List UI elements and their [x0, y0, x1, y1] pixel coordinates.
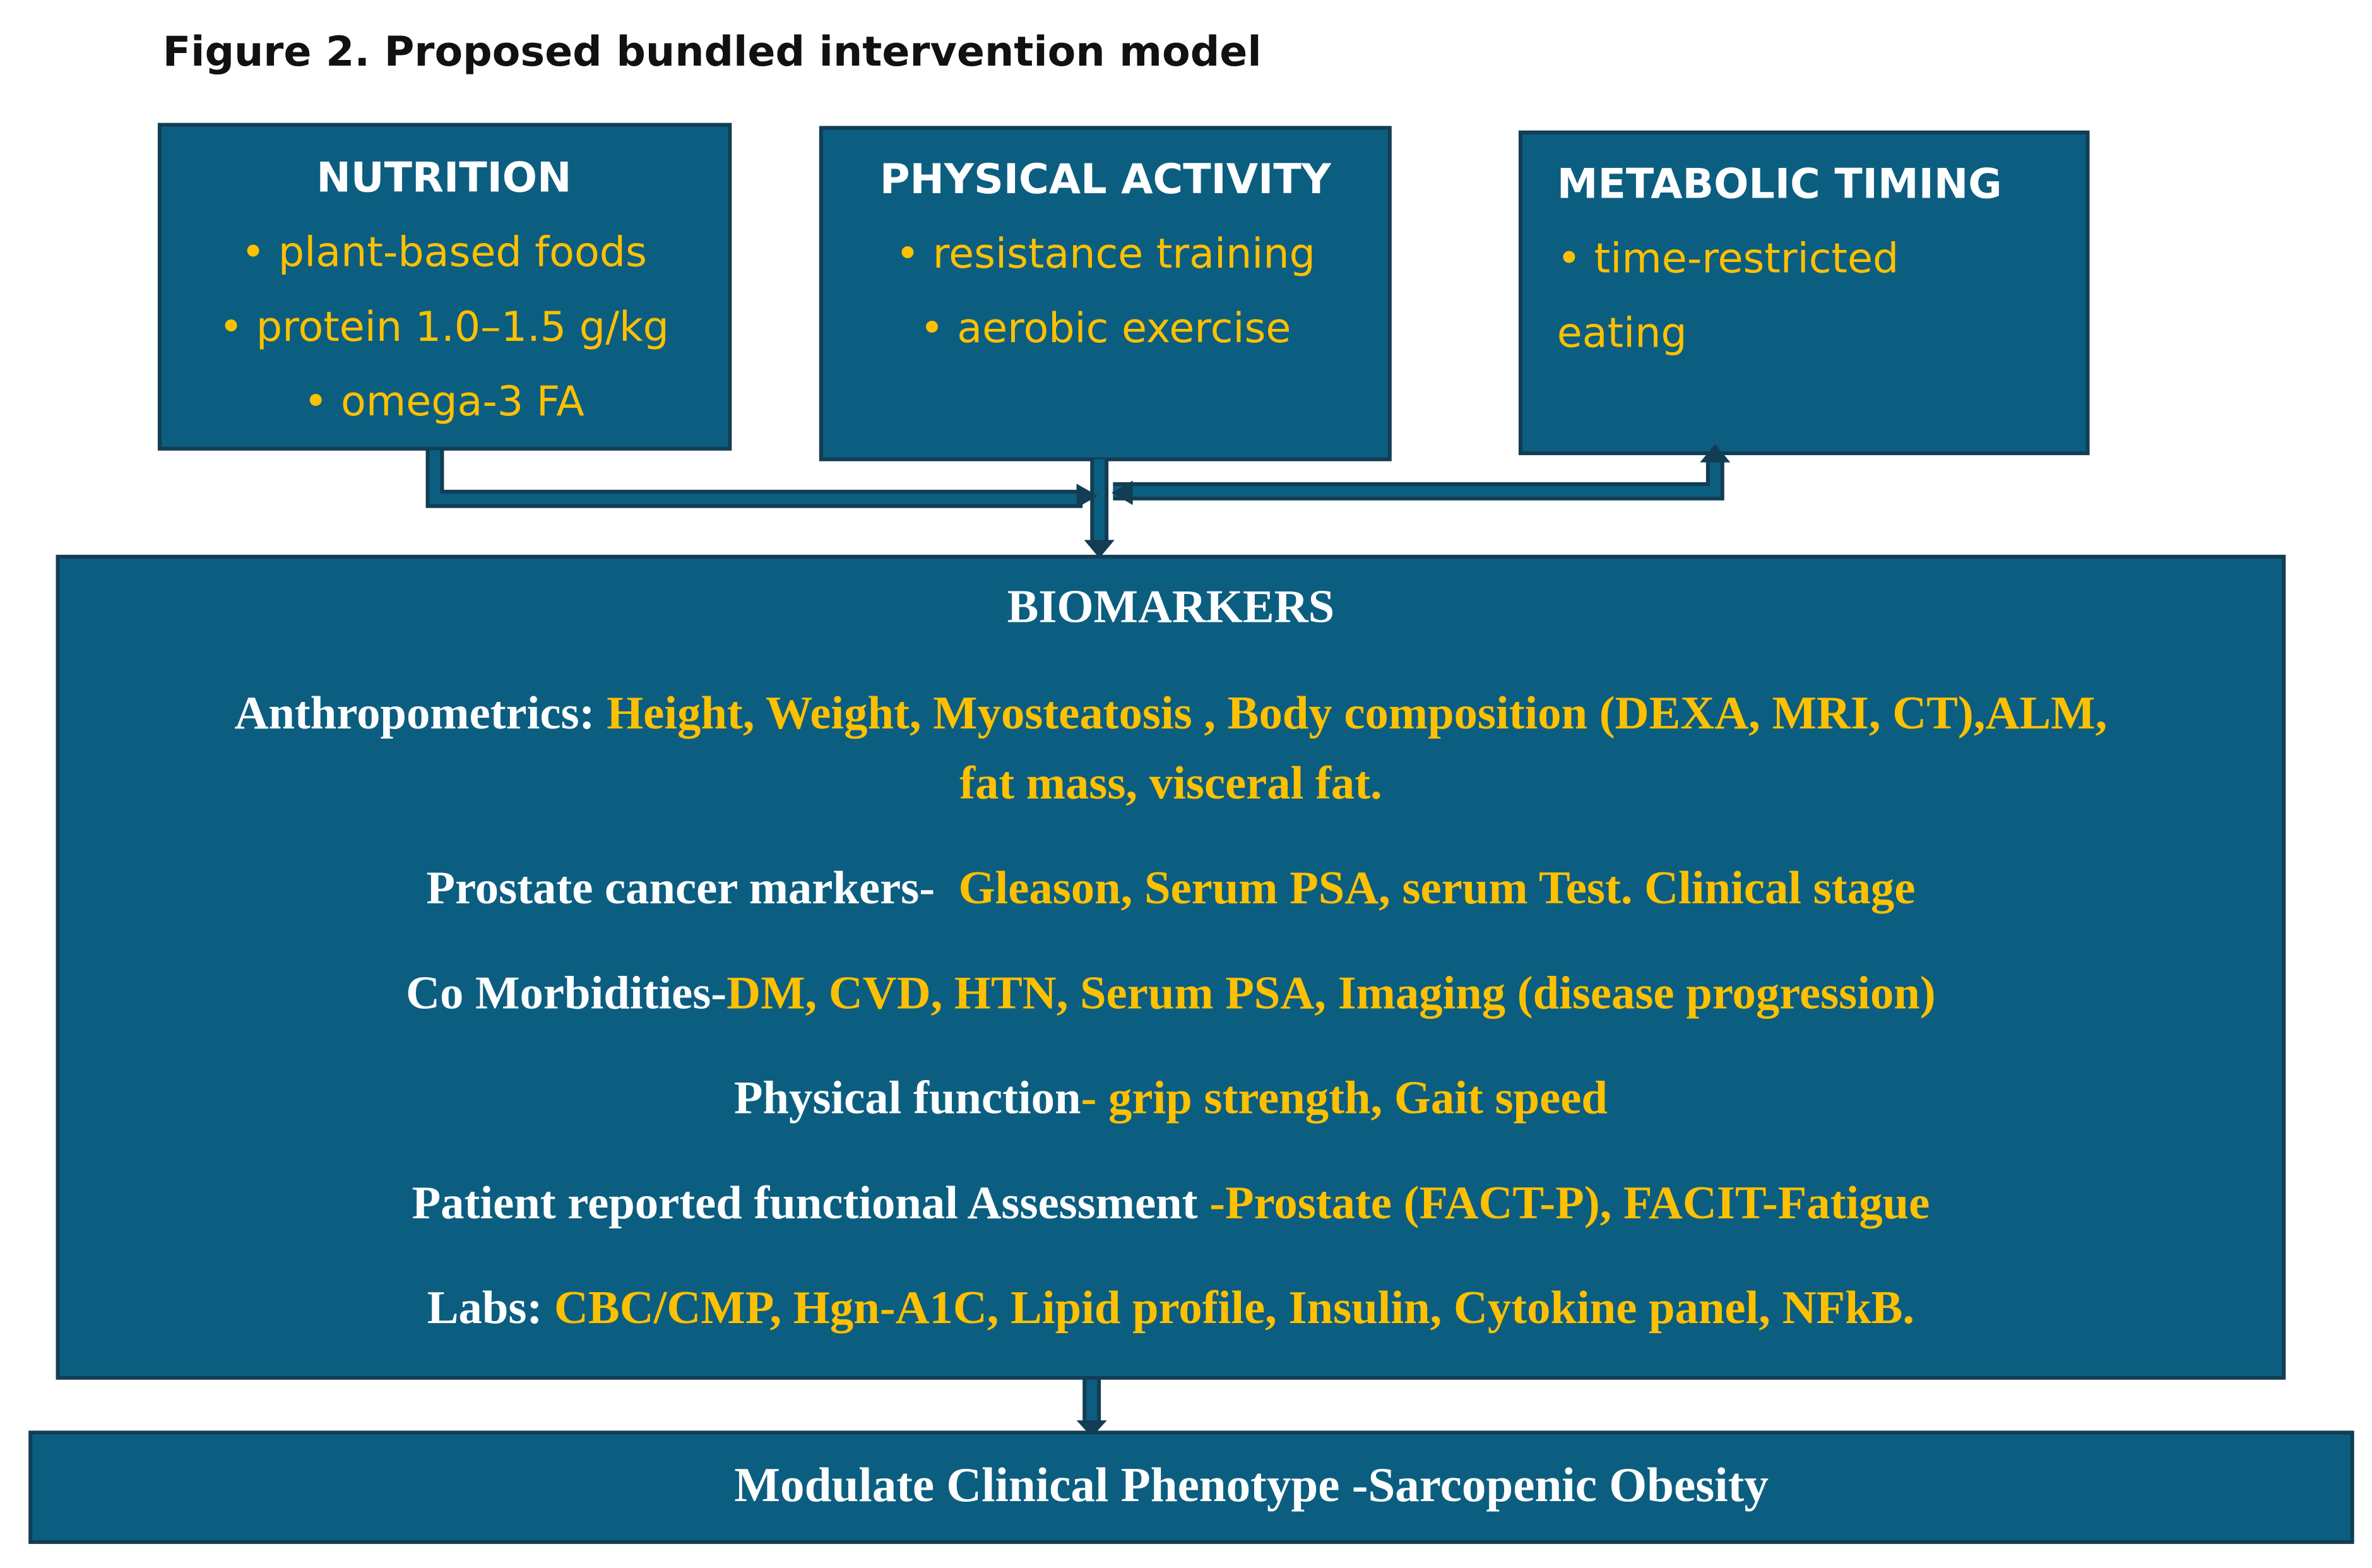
box-item: • resistance training [896, 230, 1315, 278]
box-item: • omega-3 FA [304, 378, 584, 425]
biomarker-row: Labs: CBC/CMP, Hgn-A1C, Lipid profile, I… [427, 1281, 1914, 1334]
box-item: eating [1557, 309, 1687, 357]
row-label: Patient reported functional Assessment [412, 1177, 1210, 1229]
row-label: Anthropometrics: [235, 687, 607, 739]
row-detail: Height, Weight, Myosteatosis , Body comp… [607, 687, 2107, 739]
biomarker-row: Patient reported functional Assessment -… [412, 1177, 1930, 1229]
row-detail: DM, CVD, HTN, Serum PSA, Imaging (diseas… [726, 966, 1936, 1019]
timing-box [1518, 130, 2090, 456]
box-item: • plant-based foods [241, 229, 647, 276]
box-heading: METABOLIC TIMING [1557, 160, 2002, 208]
row-label: Co Morbidities- [406, 966, 726, 1019]
biomarker-row: Anthropometrics: Height, Weight, Myostea… [235, 687, 2108, 739]
activity-box [819, 126, 1392, 461]
row-label: Labs: [427, 1281, 554, 1334]
row-label: Prostate cancer markers- [426, 862, 958, 914]
biomarkers-box [56, 554, 2286, 1380]
box-item: • time-restricted [1557, 235, 1899, 282]
connectors [425, 450, 1724, 1423]
outcome-box [28, 1430, 2354, 1544]
biomarker-row: Co Morbidities-DM, CVD, HTN, Serum PSA, … [406, 966, 1936, 1019]
outcome-text: Modulate Clinical Phenotype -Sarcopenic … [734, 1458, 1769, 1512]
box-item: • aerobic exercise [920, 305, 1291, 352]
row-detail: CBC/CMP, Hgn-A1C, Lipid profile, Insulin… [554, 1281, 1914, 1334]
biomarker-row: Prostate cancer markers- Gleason, Serum … [426, 862, 1915, 914]
biomarker-row: Physical function- grip strength, Gait s… [734, 1072, 1608, 1124]
box-heading: NUTRITION [316, 155, 571, 202]
row-detail: fat mass, visceral fat. [959, 757, 1382, 809]
biomarker-row: fat mass, visceral fat. [959, 757, 1382, 809]
box-item: • protein 1.0–1.5 g/kg [219, 304, 669, 351]
nutrition-box [157, 122, 732, 451]
row-label: Physical function [734, 1072, 1081, 1124]
figure-title: Figure 2. Proposed bundled intervention … [163, 28, 1262, 76]
box-heading: PHYSICAL ACTIVITY [880, 156, 1332, 203]
biomarkers-heading: BIOMARKERS [1007, 580, 1335, 633]
row-detail: - grip strength, Gait speed [1081, 1072, 1608, 1124]
row-detail: -Prostate (FACT-P), FACIT-Fatigue [1209, 1177, 1930, 1229]
row-detail: Gleason, Serum PSA, serum Test. Clinical… [958, 862, 1915, 914]
